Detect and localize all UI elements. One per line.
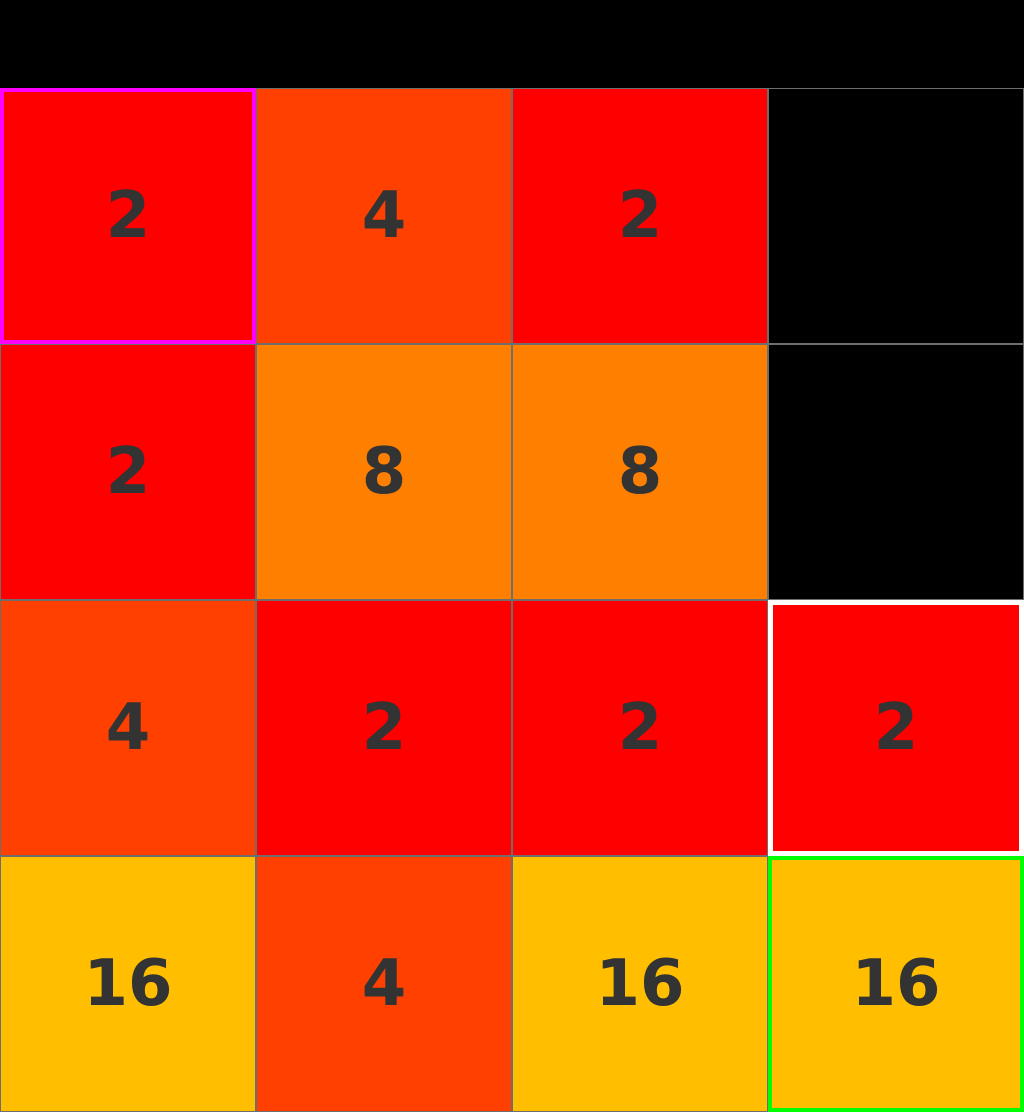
tile-value: 2: [361, 691, 407, 765]
tile-value: 2: [105, 179, 151, 253]
tile-r3-c3[interactable]: 16: [768, 856, 1024, 1112]
tile-r2-c3[interactable]: 2: [768, 600, 1024, 856]
tile-value: 4: [105, 691, 151, 765]
tile-r0-c2[interactable]: 2: [512, 88, 768, 344]
tile-value: 2: [617, 691, 663, 765]
tile-r2-c1[interactable]: 2: [256, 600, 512, 856]
tile-value: 4: [361, 179, 407, 253]
tile-r1-c0[interactable]: 2: [0, 344, 256, 600]
tile-value: 16: [851, 947, 941, 1021]
tile-value: 16: [595, 947, 685, 1021]
game-board: 2 4 2 2 8 8 4 2 2 2 16 4 16 16: [0, 88, 1024, 1112]
tile-value: 8: [361, 435, 407, 509]
tile-r1-c2[interactable]: 8: [512, 344, 768, 600]
tile-r3-c0[interactable]: 16: [0, 856, 256, 1112]
tile-value: 16: [83, 947, 173, 1021]
tile-r0-c0[interactable]: 2: [0, 88, 256, 344]
tile-value: 2: [617, 179, 663, 253]
tile-r3-c1[interactable]: 4: [256, 856, 512, 1112]
tile-value: 8: [617, 435, 663, 509]
top-bar: [0, 0, 1024, 88]
tile-r2-c2[interactable]: 2: [512, 600, 768, 856]
tile-value: 2: [105, 435, 151, 509]
tile-r1-c3[interactable]: [768, 344, 1024, 600]
tile-r0-c3[interactable]: [768, 88, 1024, 344]
tile-value: 2: [873, 691, 919, 765]
tile-r2-c0[interactable]: 4: [0, 600, 256, 856]
tile-value: 4: [361, 947, 407, 1021]
tile-r1-c1[interactable]: 8: [256, 344, 512, 600]
tile-r0-c1[interactable]: 4: [256, 88, 512, 344]
tile-r3-c2[interactable]: 16: [512, 856, 768, 1112]
